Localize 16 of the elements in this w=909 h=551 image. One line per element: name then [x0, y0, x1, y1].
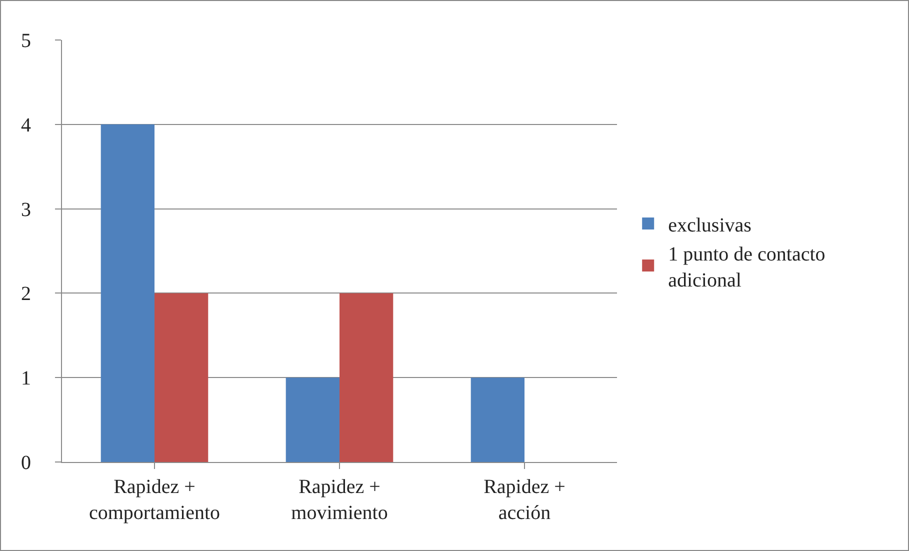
legend-label: 1 punto de contacto adicional [668, 243, 826, 292]
bar [470, 378, 524, 462]
y-tick-label: 2 [21, 283, 31, 306]
y-tick-label: 3 [21, 198, 31, 221]
y-tick-label: 1 [21, 368, 31, 390]
x-tick-label: Rapidez + acción [484, 476, 566, 524]
x-tick-label: Rapidez + comportamiento [88, 476, 220, 524]
bar [100, 124, 154, 462]
y-tick-label: 5 [21, 30, 31, 52]
bar [340, 293, 394, 462]
bar [286, 378, 340, 462]
y-tick-label: 4 [21, 114, 31, 136]
y-tick-label: 0 [21, 452, 31, 474]
legend-label: exclusivas [668, 214, 752, 236]
bar [154, 293, 208, 462]
x-tick-label: Rapidez + movimiento [291, 476, 388, 524]
